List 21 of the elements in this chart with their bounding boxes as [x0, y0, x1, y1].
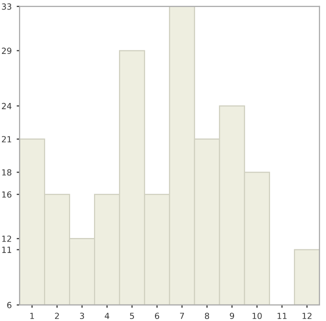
- y-tick-label: 12: [2, 236, 12, 242]
- y-tick-label: 29: [2, 48, 12, 54]
- x-tick-label: 9: [230, 312, 234, 320]
- x-tick-label: 5: [130, 312, 134, 320]
- x-tick-label: 1: [30, 312, 34, 319]
- x-tick-label: 3: [80, 312, 84, 320]
- y-tick-label: 16: [2, 191, 12, 198]
- y-tick-label: 24: [2, 102, 12, 110]
- x-tick-label: 11: [278, 312, 287, 319]
- x-tick-label: 8: [204, 312, 210, 320]
- x-tick-label: 7: [180, 312, 184, 319]
- y-tick-label: 18: [2, 169, 12, 176]
- y-tick-label: 33: [2, 3, 12, 10]
- x-tick-label: 6: [154, 312, 160, 320]
- x-tick-label: 10: [252, 312, 262, 320]
- y-tick-label: 6: [7, 302, 12, 308]
- x-tick-label: 4: [104, 312, 110, 319]
- y-tick-label: 11: [2, 246, 12, 253]
- x-tick-label: 12: [302, 312, 312, 319]
- y-tick-label: 21: [2, 136, 12, 142]
- x-tick-label: 2: [55, 312, 59, 319]
